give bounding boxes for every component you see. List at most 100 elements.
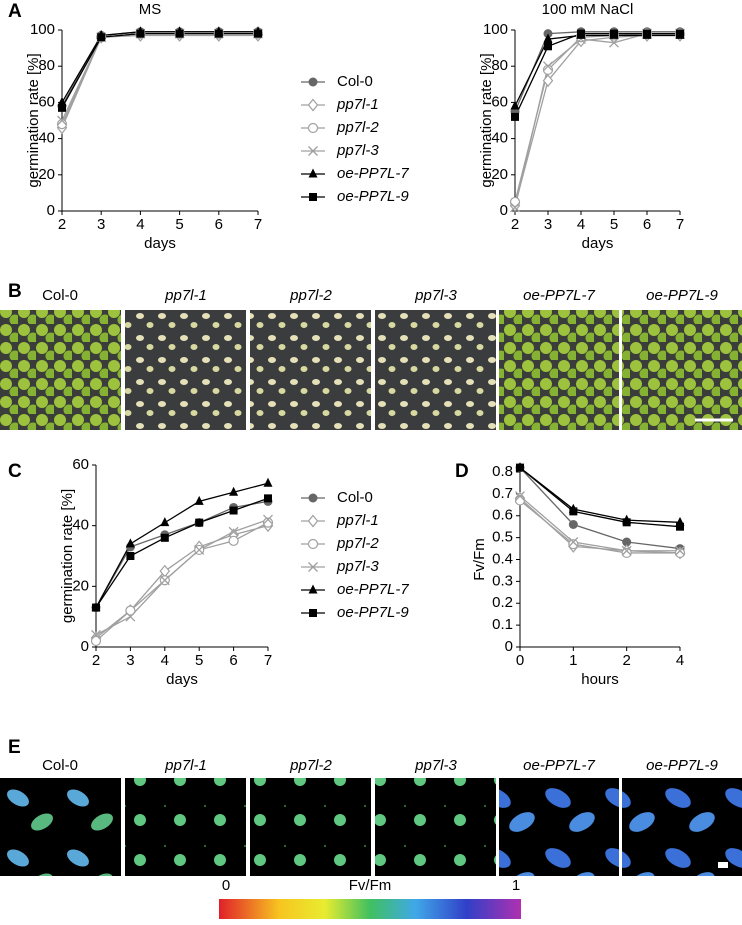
marker — [307, 98, 319, 112]
marker — [509, 196, 521, 208]
photo-label: Col-0 — [42, 287, 78, 304]
y-tick-label: 40 — [38, 130, 55, 147]
y-tick-label: 0 — [47, 202, 55, 219]
marker — [308, 493, 318, 503]
y-tick-label: 0.1 — [492, 616, 513, 633]
marker — [676, 522, 684, 531]
marker — [229, 486, 239, 496]
y-axis-label: Fv/Fm — [471, 538, 488, 581]
marker — [160, 517, 170, 527]
x-tick-label: 4 — [161, 652, 169, 669]
photo-label: oe-PP7L-9 — [646, 757, 718, 774]
marker — [544, 42, 552, 51]
photo — [622, 778, 742, 876]
marker — [90, 635, 102, 647]
marker — [160, 533, 169, 542]
y-tick-label: 0.3 — [492, 572, 513, 589]
marker — [194, 495, 204, 505]
y-tick-label: 0.7 — [492, 485, 513, 502]
photo-label: pp7l-3 — [414, 287, 457, 304]
photo — [499, 778, 619, 876]
y-axis-label: germination rate [%] — [59, 489, 76, 623]
x-tick-label: 7 — [254, 216, 262, 233]
legend-label: oe-PP7L-7 — [337, 165, 409, 182]
marker — [92, 603, 100, 612]
series-line — [61, 32, 258, 125]
series-line — [61, 32, 258, 121]
marker — [568, 520, 578, 529]
chart-title: MS — [139, 1, 162, 18]
marker — [125, 605, 136, 616]
x-tick-label: 2 — [511, 216, 519, 233]
marker — [91, 629, 101, 640]
series-line — [61, 32, 258, 109]
series-line — [519, 497, 681, 554]
marker — [194, 544, 205, 555]
x-tick-label: 4 — [136, 216, 144, 233]
y-tick-label: 0 — [81, 638, 89, 655]
photo — [125, 310, 246, 430]
x-axis-label: days — [166, 671, 198, 688]
photo-label: pp7l-2 — [289, 757, 332, 774]
series-line — [519, 467, 681, 523]
y-tick-label: 0.6 — [492, 507, 513, 524]
marker — [622, 537, 632, 547]
y-tick-label: 40 — [72, 517, 89, 534]
y-tick-label: 0.4 — [492, 550, 513, 567]
marker — [577, 29, 585, 38]
x-tick-label: 3 — [544, 216, 552, 233]
photo — [375, 778, 496, 876]
y-tick-label: 20 — [491, 166, 508, 183]
marker — [308, 584, 318, 594]
marker — [515, 491, 525, 502]
panel-label: E — [8, 737, 21, 758]
photo-label: Col-0 — [42, 757, 78, 774]
marker — [307, 514, 319, 528]
marker — [228, 535, 239, 546]
marker — [125, 538, 135, 548]
marker — [516, 463, 524, 472]
y-tick-label: 40 — [491, 130, 508, 147]
series-line — [514, 34, 680, 206]
y-tick-label: 20 — [38, 166, 55, 183]
marker — [263, 514, 273, 525]
series-line — [514, 32, 680, 118]
x-tick-label: 3 — [97, 216, 105, 233]
x-tick-label: 2 — [622, 652, 630, 669]
marker — [568, 539, 579, 550]
colorbar-label: Fv/Fm — [349, 877, 392, 894]
marker — [228, 526, 239, 537]
marker — [308, 146, 318, 156]
marker — [229, 506, 238, 515]
marker — [510, 202, 520, 213]
marker — [57, 115, 67, 126]
legend-label: pp7l-1 — [336, 96, 379, 113]
marker — [308, 168, 318, 178]
legend-label: pp7l-1 — [336, 512, 379, 529]
marker — [676, 29, 684, 38]
marker — [643, 29, 651, 38]
series-line — [95, 500, 269, 608]
photo-panels — [0, 310, 742, 919]
photo-label: pp7l-3 — [414, 757, 457, 774]
marker — [308, 77, 318, 87]
marker — [262, 517, 274, 528]
series-line — [61, 31, 258, 107]
legend-label: Col-0 — [337, 489, 373, 506]
x-tick-label: 4 — [577, 216, 585, 233]
y-tick-label: 20 — [72, 577, 89, 594]
y-tick-label: 0.2 — [492, 594, 513, 611]
x-tick-label: 0 — [516, 652, 524, 669]
x-tick-label: 1 — [569, 652, 577, 669]
marker — [511, 112, 519, 121]
marker — [609, 37, 619, 48]
photo-label: oe-PP7L-7 — [523, 757, 595, 774]
y-tick-label: 0 — [500, 202, 508, 219]
marker — [309, 609, 317, 617]
photo — [250, 778, 371, 876]
marker — [622, 518, 631, 527]
panel-label: B — [8, 281, 22, 302]
y-tick-label: 80 — [38, 57, 55, 74]
legend-label: pp7l-2 — [336, 535, 379, 552]
